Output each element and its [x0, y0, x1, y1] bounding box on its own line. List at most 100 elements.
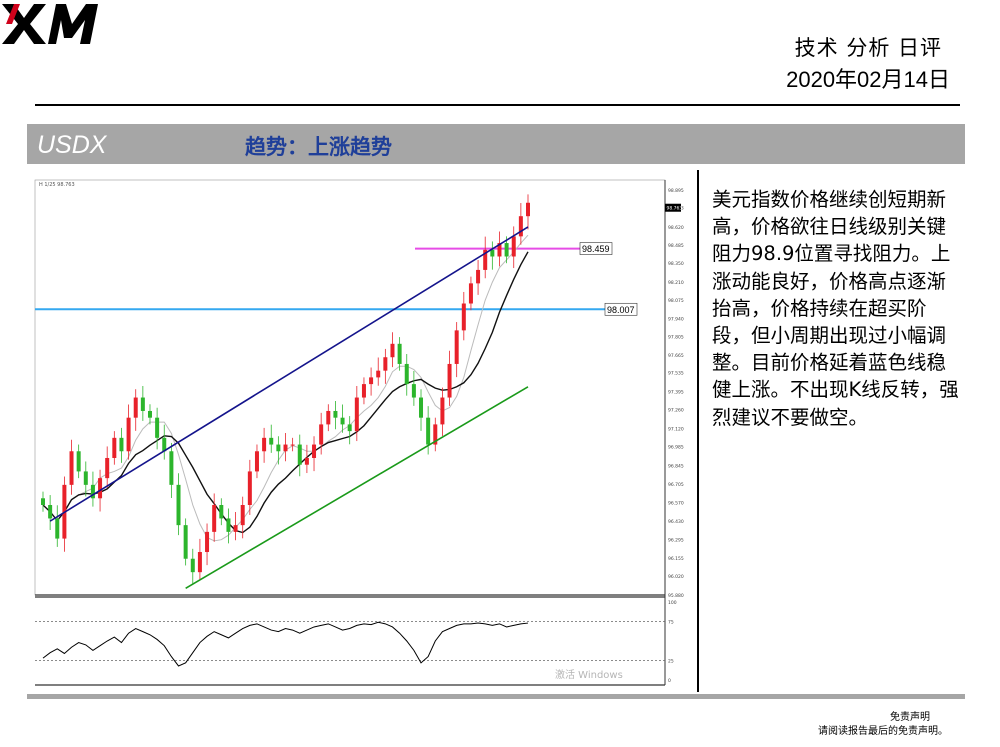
price-tick-label: 96.845	[668, 463, 684, 469]
candle-body	[497, 243, 502, 257]
candle-body	[147, 410, 152, 418]
candle-body	[126, 417, 131, 452]
panel-divider	[697, 170, 699, 692]
candle-body	[233, 525, 238, 532]
indicator-line	[42, 621, 529, 667]
price-panel-frame	[34, 179, 666, 596]
candle-body	[426, 417, 431, 445]
level-label-98.459: 98.459	[582, 244, 610, 254]
candle-body	[390, 343, 395, 358]
level-box-98.007	[604, 302, 638, 316]
candle-body	[454, 330, 459, 364]
candle-body	[461, 303, 466, 331]
candle-body	[205, 531, 210, 553]
price-tick-label: 96.705	[668, 482, 684, 488]
level-box-98.459	[579, 242, 613, 255]
candle-body	[119, 437, 124, 452]
current-price-box	[665, 203, 681, 212]
header-rule	[35, 104, 960, 106]
candle-body	[518, 216, 523, 237]
candle-body	[419, 397, 424, 418]
candle-body	[219, 505, 224, 519]
candle-body	[404, 363, 409, 385]
candle-body	[69, 451, 74, 485]
price-tick-label: 96.430	[668, 519, 684, 525]
price-tick-label: 98.620	[668, 225, 684, 231]
candle-body	[90, 484, 95, 499]
candle-body	[247, 471, 252, 505]
candle-body	[240, 505, 245, 526]
price-tick-label: 97.665	[668, 353, 684, 359]
chart-header-label: H 1/25 98.763	[39, 182, 75, 188]
candle-body	[347, 424, 352, 432]
candle-body	[312, 444, 317, 458]
instrument-symbol: USDX	[37, 131, 107, 159]
report-date: 2020年02月14日	[786, 67, 950, 92]
trendline-green-channel	[185, 386, 529, 589]
candle-body	[376, 370, 381, 378]
price-tick-label: 98.485	[668, 243, 684, 249]
price-tick-label: 98.350	[668, 261, 684, 267]
candle-body	[397, 343, 402, 364]
candle-body	[176, 484, 181, 526]
candle-body	[162, 437, 167, 452]
candle-body	[133, 397, 138, 418]
candle-body	[411, 384, 416, 398]
candle-body	[297, 444, 302, 465]
price-tick-label: 95.880	[668, 593, 684, 599]
candle-body	[98, 478, 103, 499]
xm-logo	[2, 4, 98, 44]
candle-body	[326, 410, 331, 425]
candle-body	[340, 417, 345, 425]
candle-body	[511, 236, 516, 257]
candle-body	[41, 498, 45, 505]
candle-body	[468, 283, 473, 304]
price-tick-label: 96.295	[668, 537, 684, 543]
candle-body	[140, 397, 145, 411]
disclaimer-title: 免责声明	[890, 712, 930, 723]
analysis-text: 美元指数价格继续创短期新高，价格欲往日线级别关键阻力98.9位置寻找阻力。上涨动…	[712, 188, 959, 429]
candle-body	[262, 437, 267, 452]
indicator-tick-label: 0	[668, 678, 671, 684]
instrument-banner: USDX 趋势：上涨趋势	[27, 124, 965, 164]
candle-body	[48, 505, 53, 519]
price-tick-label: 97.260	[668, 408, 684, 414]
candle-body	[447, 363, 452, 398]
candle-body	[290, 444, 295, 446]
candle-body	[76, 451, 81, 472]
candle-body	[361, 384, 366, 398]
price-tick-label: 98.075	[668, 298, 684, 304]
candle-body	[169, 451, 174, 485]
price-tick-label: 97.535	[668, 371, 684, 377]
price-tick-label: 97.940	[668, 316, 684, 322]
windows-watermark: 激活 Windows	[555, 668, 623, 681]
indicator-tick-label: 75	[668, 620, 674, 626]
price-tick-label: 98.210	[668, 280, 684, 286]
candle-body	[197, 552, 202, 573]
candle-body	[276, 444, 281, 452]
candle-body	[105, 457, 110, 479]
candle-body	[354, 397, 359, 432]
candle-body	[526, 202, 530, 217]
candle-body	[55, 518, 60, 539]
price-tick-label: 96.985	[668, 445, 684, 451]
candle-body	[283, 444, 288, 452]
trend-label: 趋势：上涨趋势	[245, 135, 392, 159]
report-title: 技术 分析 日评	[794, 36, 942, 60]
price-tick-label: 97.120	[668, 426, 684, 432]
indicator-tick-label: 100	[668, 600, 677, 606]
moving-average-slow	[42, 251, 529, 534]
indicator-tick-label: 25	[668, 659, 674, 665]
candle-body	[112, 437, 117, 458]
price-tick-label: 97.805	[668, 334, 684, 340]
footer-rule	[27, 694, 965, 699]
candle-body	[476, 269, 481, 284]
candle-body	[369, 377, 374, 385]
candle-body	[319, 424, 324, 445]
candle-body	[504, 243, 509, 257]
candle-body	[383, 357, 388, 371]
price-chart: H 1/25 98.763 98.895 98.763 98.620 98.485 98.…	[34, 179, 684, 686]
level-label-98.007: 98.007	[607, 305, 635, 315]
candle-body	[83, 471, 88, 485]
trendline-blue-channel	[49, 226, 529, 522]
